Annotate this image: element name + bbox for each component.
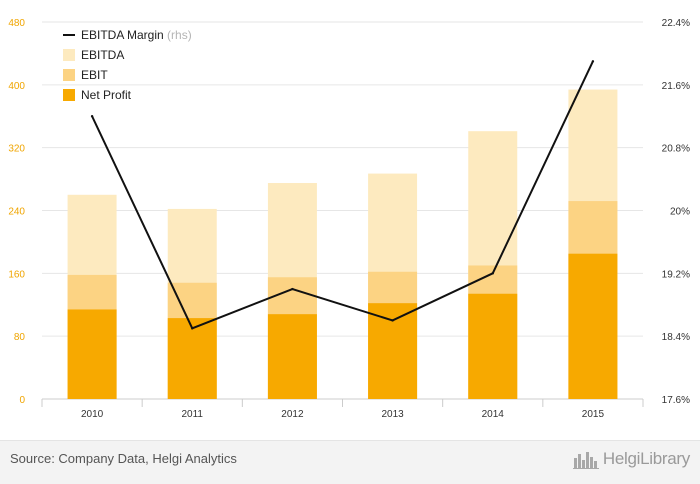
line-point-ebitda-margin [391, 319, 394, 322]
x-axis-tick-label: 2011 [181, 409, 203, 420]
line-point-ebitda-margin [191, 327, 194, 330]
left-axis-tick-label: 320 [8, 144, 25, 155]
bar-net-profit[interactable] [67, 309, 117, 399]
bar-net-profit[interactable] [167, 318, 217, 399]
legend-label-net-profit[interactable]: Net Profit [81, 88, 132, 102]
source-note: Source: Company Data, Helgi Analytics [10, 451, 237, 466]
left-axis-tick-label: 400 [8, 81, 25, 92]
legend-label-ebitda-margin[interactable]: EBITDA Margin (rhs) [81, 28, 192, 42]
x-axis-tick-label: 2014 [482, 409, 505, 420]
brand-logo[interactable]: HelgiLibrary [572, 449, 690, 469]
right-axis-tick-label: 19.2% [662, 269, 690, 280]
left-axis-tick-label: 80 [14, 332, 26, 343]
bar-net-profit[interactable] [267, 314, 317, 399]
left-axis-tick-label: 0 [19, 395, 25, 406]
left-axis-tick-label: 240 [8, 207, 25, 218]
chart-canvas: 0 17.6% 80 18.4% 160 19.2% 240 20% 320 20.8% 400 21… [8, 18, 690, 420]
line-point-ebitda-margin [591, 60, 595, 63]
legend-suffix-rhs: (rhs) [167, 28, 192, 42]
city-skyline-icon [572, 452, 599, 469]
footer: Source: Company Data, Helgi Analytics He… [0, 440, 700, 484]
legend-swatch-ebitda [63, 49, 75, 61]
bar-net-profit[interactable] [468, 293, 518, 399]
legend-swatch-net-profit [63, 89, 75, 101]
right-axis-tick-label: 20.8% [662, 144, 690, 155]
line-point-ebitda-margin [491, 272, 494, 275]
left-axis-tick-label: 160 [8, 269, 25, 280]
legend-label-ebit[interactable]: EBIT [81, 68, 108, 82]
legend-label-ebitda[interactable]: EBITDA [81, 48, 124, 62]
right-axis-tick-label: 20% [670, 207, 690, 218]
right-axis-tick-label: 21.6% [662, 81, 690, 92]
bar-net-profit[interactable] [368, 303, 418, 399]
x-axis-tick-label: 2012 [281, 409, 304, 420]
legend-swatch-ebit [63, 69, 75, 81]
x-axis-tick-label: 2013 [381, 409, 404, 420]
x-axis-tick-label: 2015 [582, 409, 605, 420]
x-axis-tick-label: 2010 [81, 409, 104, 420]
brand-name: HelgiLibrary [602, 449, 690, 468]
right-axis-tick-label: 22.4% [662, 18, 690, 29]
bar-net-profit[interactable] [568, 253, 618, 399]
line-point-ebitda-margin [90, 115, 94, 118]
line-point-ebitda-margin [291, 287, 294, 291]
left-axis-tick-label: 480 [8, 18, 25, 29]
right-axis-tick-label: 18.4% [662, 332, 690, 343]
right-axis-tick-label: 17.6% [662, 395, 690, 406]
line-ebitda-margin[interactable] [91, 60, 594, 330]
